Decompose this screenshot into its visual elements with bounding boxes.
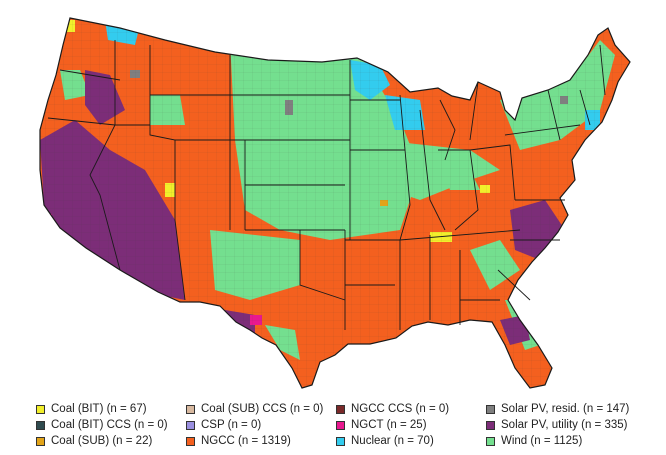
legend-swatch-coal-bit	[36, 404, 45, 414]
legend-swatch-coal-bit-ccs	[36, 420, 45, 430]
legend-label-coal-bit-ccs: Coal (BIT) CCS (n = 0)	[51, 419, 168, 431]
legend-item-ngcc: NGCC (n = 1319)	[186, 435, 291, 447]
legend-swatch-ngct	[336, 420, 345, 430]
legend-label-ngcc-ccs: NGCC CCS (n = 0)	[351, 403, 450, 415]
legend-label-solar-pv-utility: Solar PV, utility (n = 335)	[501, 419, 628, 431]
legend-label-coal-bit: Coal (BIT) (n = 67)	[51, 403, 147, 415]
legend-swatch-solar-pv-utility	[486, 420, 495, 430]
legend-swatch-ngcc	[186, 436, 195, 446]
legend-label-coal-sub: Coal (SUB) (n = 22)	[51, 435, 153, 447]
legend-item-wind: Wind (n = 1125)	[486, 435, 582, 447]
legend-label-csp: CSP (n = 0)	[201, 419, 262, 431]
legend-swatch-wind	[486, 436, 495, 446]
legend-label-ngcc: NGCC (n = 1319)	[201, 435, 291, 447]
legend-swatch-coal-sub	[36, 436, 45, 446]
legend-item-nuclear: Nuclear (n = 70)	[336, 435, 434, 447]
legend-item-coal-bit: Coal (BIT) (n = 67)	[36, 403, 147, 415]
legend-swatch-solar-pv-resid	[486, 404, 495, 414]
legend-item-coal-sub-ccs: Coal (SUB) CCS (n = 0)	[186, 403, 323, 415]
legend-item-csp: CSP (n = 0)	[186, 419, 261, 431]
legend-swatch-nuclear	[336, 436, 345, 446]
legend-item-coal-sub: Coal (SUB) (n = 22)	[36, 435, 152, 447]
legend-label-ngct: NGCT (n = 25)	[351, 419, 427, 431]
legend-label-wind: Wind (n = 1125)	[501, 435, 583, 447]
legend-label-solar-pv-resid: Solar PV, resid. (n = 147)	[501, 403, 630, 415]
legend-item-coal-bit-ccs: Coal (BIT) CCS (n = 0)	[36, 419, 168, 431]
legend-swatch-csp	[186, 420, 195, 430]
legend: Coal (BIT) (n = 67) Coal (BIT) CCS (n = …	[36, 403, 636, 451]
legend-swatch-ngcc-ccs	[336, 404, 345, 414]
legend-label-coal-sub-ccs: Coal (SUB) CCS (n = 0)	[201, 403, 324, 415]
legend-swatch-coal-sub-ccs	[186, 404, 195, 414]
legend-item-ngcc-ccs: NGCC CCS (n = 0)	[336, 403, 449, 415]
state-borders	[39, 17, 631, 389]
legend-item-solar-pv-resid: Solar PV, resid. (n = 147)	[486, 403, 629, 415]
legend-item-solar-pv-utility: Solar PV, utility (n = 335)	[486, 419, 627, 431]
legend-item-ngct: NGCT (n = 25)	[336, 419, 427, 431]
legend-label-nuclear: Nuclear (n = 70)	[351, 435, 434, 447]
